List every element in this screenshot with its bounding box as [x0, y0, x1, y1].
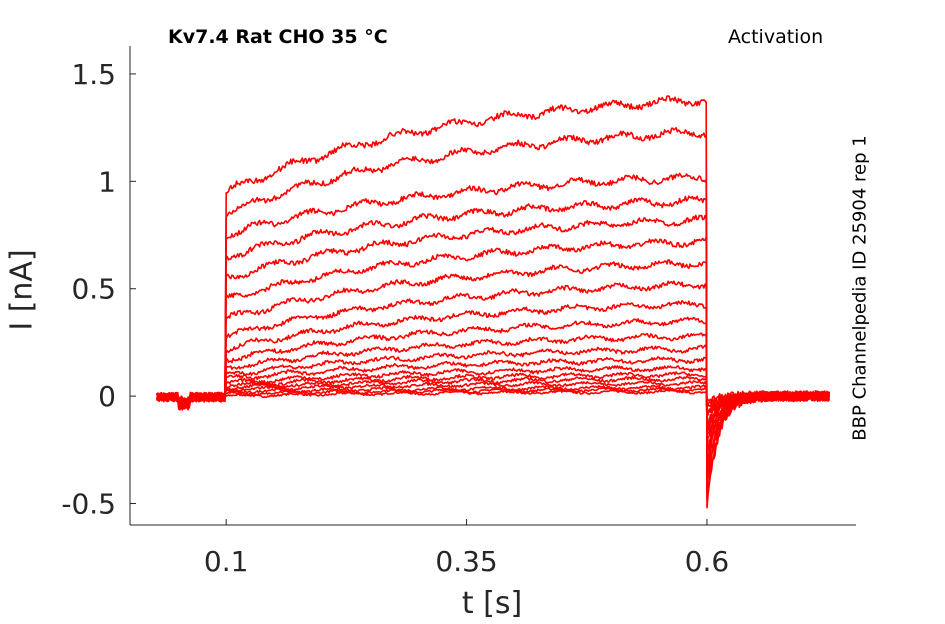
trace-line [156, 236, 830, 467]
x-tick-label: 0.35 [435, 545, 497, 578]
trace-line [156, 300, 831, 451]
y-tick-label: 0.5 [71, 273, 116, 306]
trace-line [156, 195, 830, 481]
trace-line [156, 384, 830, 411]
x-tick-label: 0.1 [204, 545, 249, 578]
trace-line [156, 344, 831, 434]
trace-line [156, 280, 830, 458]
trace-line [156, 332, 831, 438]
y-tick-label: 1.5 [71, 58, 116, 91]
traces-group [156, 95, 831, 509]
y-tick-label: -0.5 [61, 488, 116, 521]
trace-line [156, 95, 831, 509]
axes-group: -0.5 0 0.5 1 1.5 0.1 0.35 0.6 [61, 46, 856, 578]
trace-line [156, 172, 830, 492]
trace-line [156, 259, 831, 461]
x-axis-label: t [s] [461, 586, 523, 621]
y-tick-label: 1 [98, 165, 116, 198]
x-tick-label: 0.6 [685, 545, 730, 578]
trace-line [156, 214, 831, 476]
y-tick-label: 0 [98, 380, 116, 413]
chart-title: Kv7.4 Rat CHO 35 °C [168, 26, 388, 48]
protocol-label: Activation [728, 26, 824, 48]
trace-line [156, 389, 831, 408]
